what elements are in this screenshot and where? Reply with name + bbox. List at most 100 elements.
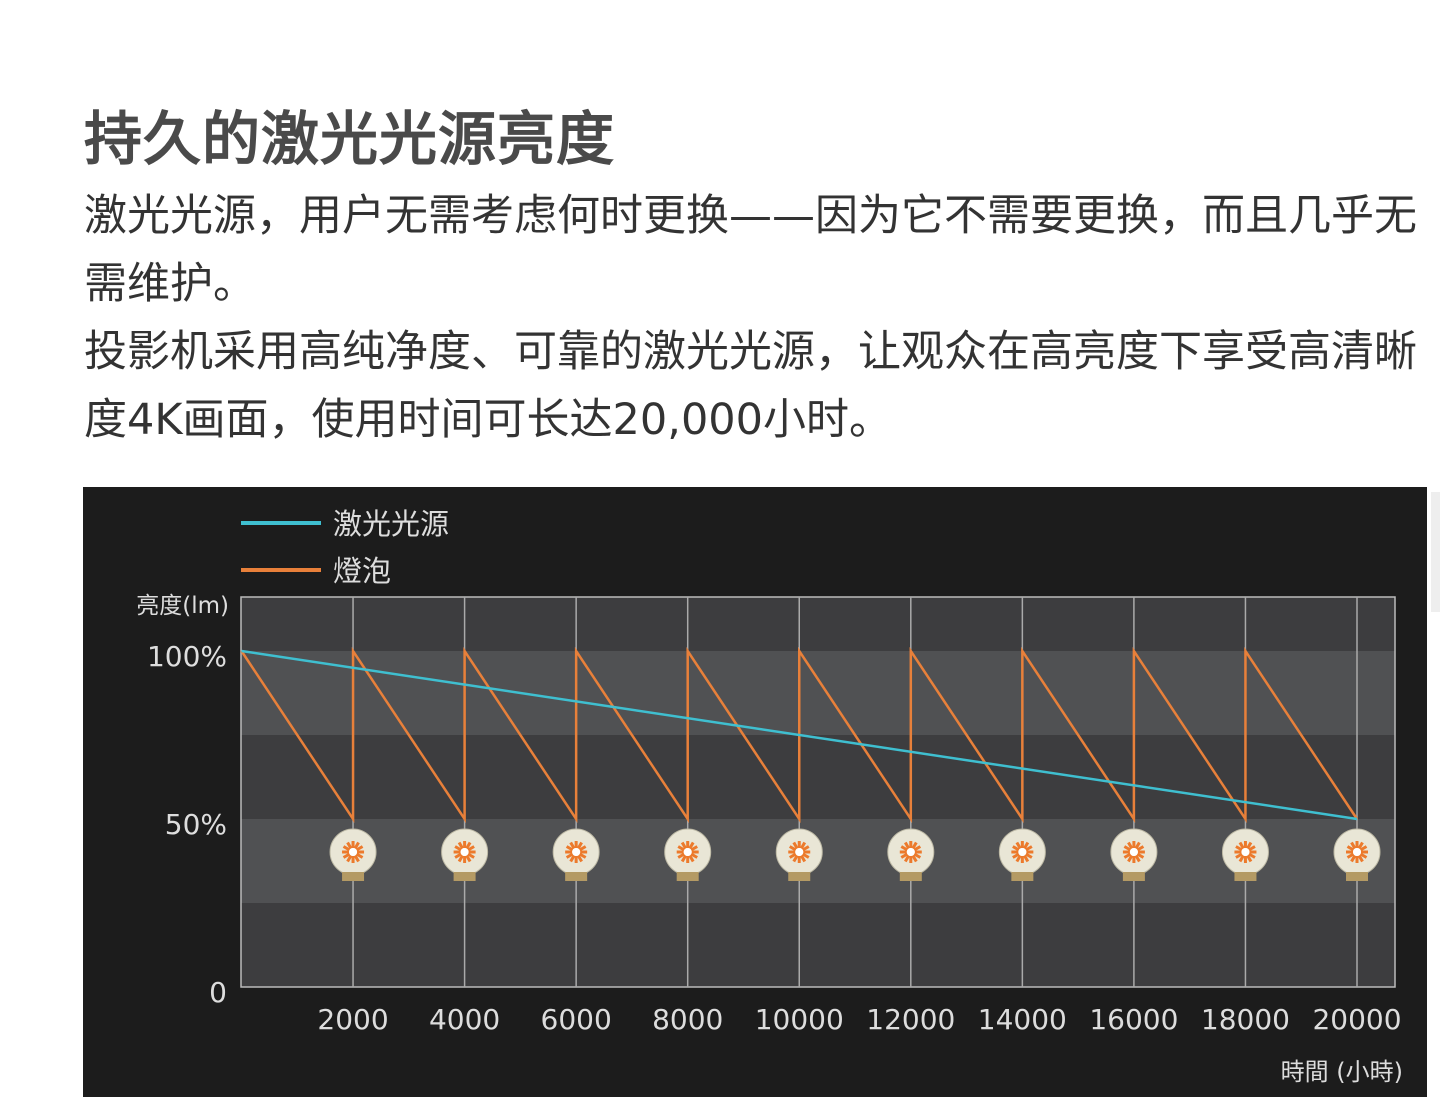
bulb-core (1018, 848, 1027, 856)
chart-svg: 激光光源 燈泡 亮度(lm) 時間 (小時) 2000 4000 6000 8000 1… (136, 507, 1403, 1086)
x-tick-label: 18000 (1201, 1003, 1290, 1036)
bulb-ray (911, 841, 918, 850)
laser-series-line (241, 649, 1358, 821)
bulb-ray (1012, 845, 1020, 852)
bulb-core (683, 848, 692, 856)
bulb-core (906, 848, 915, 856)
bulb-ray (454, 845, 462, 852)
x-tick-label: 20000 (1312, 1003, 1401, 1036)
bulb-ray (565, 852, 574, 859)
bulb-ray (569, 841, 576, 850)
bulb-ray (569, 854, 576, 863)
light-bulb-icon (1333, 828, 1381, 881)
plot-band (241, 651, 1395, 735)
bulb-ray (801, 845, 810, 852)
legend-label-bulb: 燈泡 (333, 554, 391, 588)
light-bulb-icon (887, 828, 935, 881)
legend-label-laser: 激光光源 (333, 507, 449, 541)
bulb-ray (688, 841, 695, 850)
light-bulb-icon (441, 828, 489, 881)
bulb-ray (353, 854, 360, 863)
light-bulb-icon (552, 828, 600, 881)
bulb-ray (1350, 854, 1357, 863)
bulb-ray (680, 854, 687, 863)
bulb-ray (565, 845, 574, 852)
bulb-ray (1350, 841, 1357, 850)
bulb-ray (1346, 852, 1355, 859)
bulb-ray (1136, 852, 1145, 859)
bulb-ray (1123, 845, 1132, 852)
bulb-core (795, 848, 804, 856)
bulb-ray (680, 841, 687, 850)
plot-frame (240, 596, 1396, 988)
light-bulb-icon (1221, 828, 1269, 881)
bulb-ray (688, 854, 695, 863)
bulb-ray (1359, 852, 1368, 859)
bulb-ray (900, 845, 909, 852)
bulb-ray (1248, 845, 1256, 852)
x-tick-label: 2000 (317, 1003, 388, 1036)
bulb-base (788, 872, 811, 881)
bulb-ray (1127, 841, 1134, 850)
bulb-core (349, 848, 358, 856)
bulb-base (1011, 872, 1034, 881)
bulb-ray (353, 841, 360, 850)
bulb-ray (342, 845, 351, 852)
bulb-ray (1025, 852, 1033, 859)
bulb-ray (1235, 852, 1243, 859)
bulb-ray (578, 852, 587, 859)
bulb-ray (342, 852, 351, 859)
bulb-ray (792, 841, 799, 850)
bulb-ray (690, 845, 698, 852)
bulb-ray (799, 854, 807, 863)
bulb-core (460, 848, 469, 856)
bulb-ray (457, 854, 464, 863)
bulb-ray (788, 845, 797, 852)
x-axis-label: 時間 (小時) (1281, 1058, 1403, 1086)
bulb-ray (576, 854, 583, 863)
bulb-ray (788, 852, 797, 859)
bulb-ray (1357, 841, 1364, 850)
edge-fragment (1431, 492, 1440, 612)
bulb-ray (355, 852, 364, 859)
y-tick-label: 100% (147, 640, 227, 673)
bulb-base (899, 872, 922, 881)
bulb-ray (1015, 854, 1022, 863)
bulb-ray (1123, 852, 1132, 859)
brightness-chart: 激光光源 燈泡 亮度(lm) 時間 (小時) 2000 4000 6000 8000 1… (83, 487, 1427, 1097)
page-title: 持久的激光光源亮度 (84, 105, 616, 173)
bulb-ray (1015, 841, 1022, 850)
bulb-ray (467, 845, 475, 852)
bulb-ray (690, 852, 698, 859)
bulb-ray (1246, 854, 1253, 863)
x-tick-label: 4000 (429, 1003, 500, 1036)
bulb-base (1346, 872, 1368, 881)
bulb-ray (911, 854, 918, 863)
light-bulb-icon (998, 828, 1046, 881)
bulb-ray (904, 854, 911, 863)
x-tick-label: 6000 (541, 1003, 612, 1036)
description-paragraph-1: 激光光源，用户无需考虑何时更换——因为它不需要更换，而且几乎无需维护。 (84, 191, 1417, 309)
bulb-ray (900, 852, 909, 859)
bulb-base (676, 872, 699, 881)
light-bulb-icon (775, 828, 823, 881)
y-axis-label: 亮度(lm) (136, 593, 229, 619)
bulb-ray (913, 852, 922, 859)
bulb-ray (576, 841, 583, 850)
x-tick-label: 16000 (1089, 1003, 1178, 1036)
bulb-base (1122, 872, 1145, 881)
bulb-ray (1012, 852, 1020, 859)
x-tick-label: 14000 (978, 1003, 1067, 1036)
light-bulb-icon (329, 828, 377, 881)
bulb-ray (454, 852, 462, 859)
light-bulb-icon (1110, 828, 1158, 881)
bulb-core (1241, 848, 1250, 856)
bulb-ray (346, 854, 353, 863)
bulb-ray (913, 845, 922, 852)
bulb-base (453, 872, 476, 881)
bulb-ray (1359, 845, 1368, 852)
bulb-ray (1238, 854, 1245, 863)
y-tick-label: 50% (165, 808, 227, 841)
bulb-ray (465, 854, 472, 863)
bulb-ray (467, 852, 475, 859)
